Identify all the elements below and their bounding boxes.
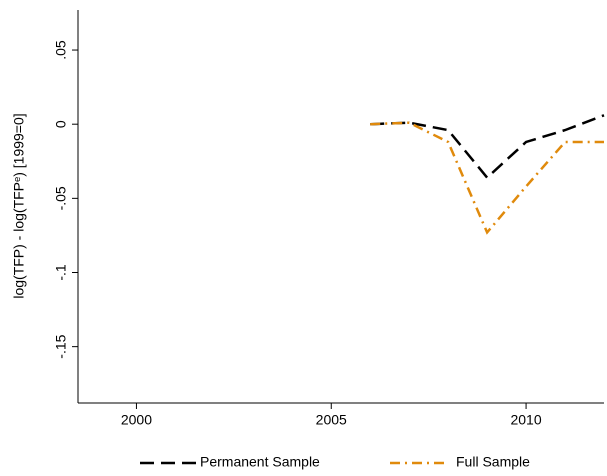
y-tick-label: -.15 xyxy=(53,334,69,358)
x-tick-label: 2000 xyxy=(121,412,152,428)
series-line xyxy=(370,121,604,235)
legend-label: Permanent Sample xyxy=(200,454,320,470)
legend-label: Full Sample xyxy=(456,454,530,470)
y-tick-label: .05 xyxy=(53,40,69,60)
y-tick-label: -.1 xyxy=(53,264,69,281)
y-tick-label: 0 xyxy=(53,120,69,128)
series-line xyxy=(370,114,605,180)
y-tick-label: -.05 xyxy=(53,186,69,210)
x-tick-label: 2005 xyxy=(316,412,347,428)
y-axis-title: log(TFP) - log(TFPᵉ) [1999=0] xyxy=(11,113,27,298)
x-tick-label: 2010 xyxy=(510,412,541,428)
